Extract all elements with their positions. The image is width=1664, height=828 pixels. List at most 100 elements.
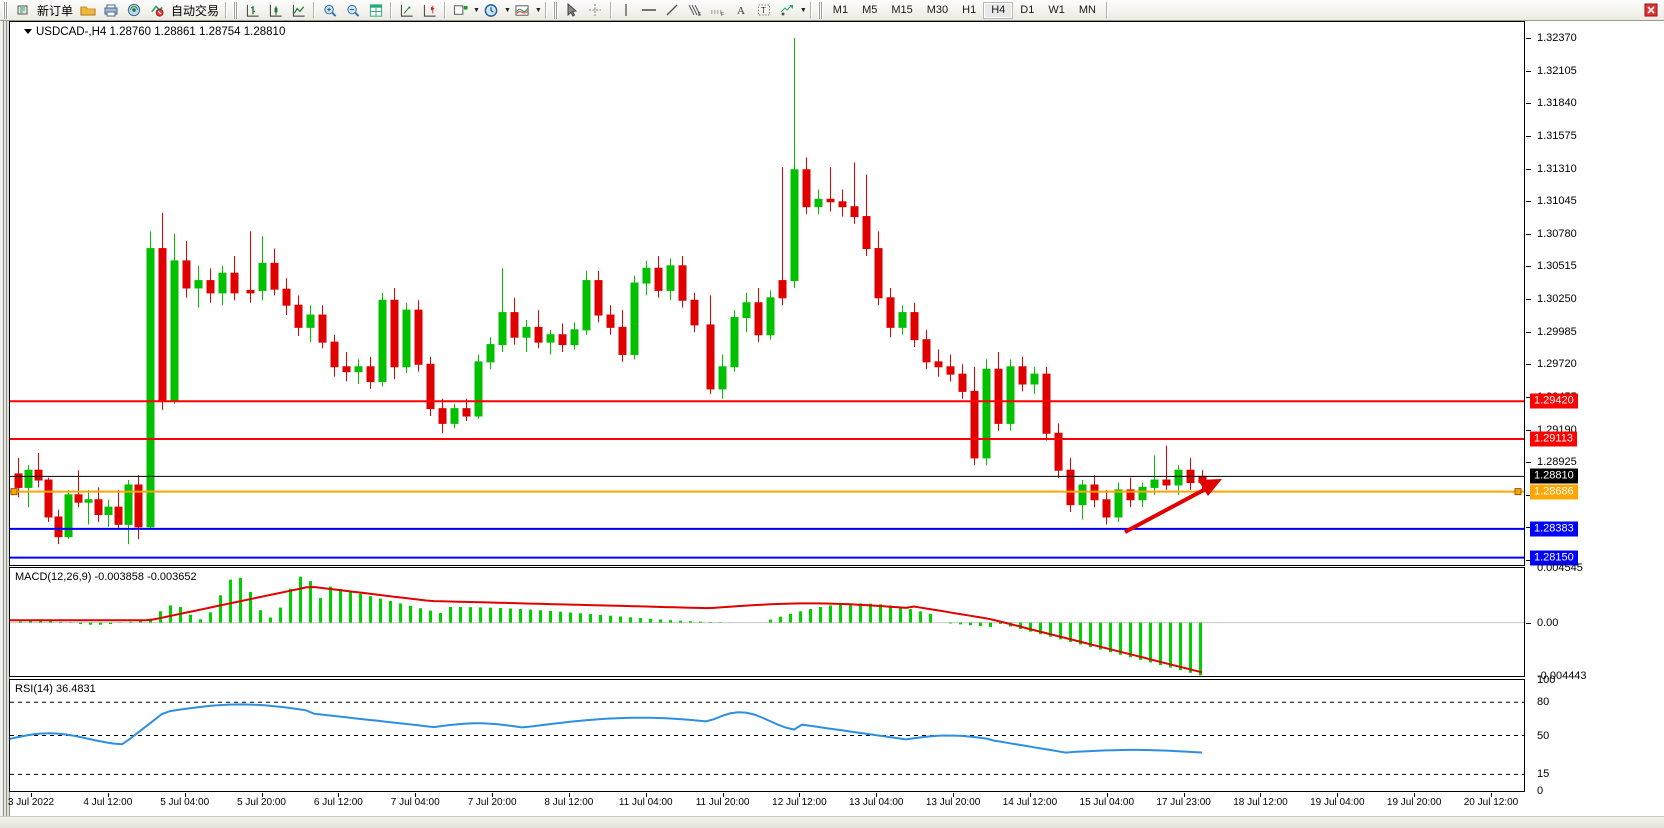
vertical-line-icon[interactable] <box>615 1 638 20</box>
ask-price-line-badge[interactable]: 1.28686 <box>1530 484 1578 500</box>
autotrading-label[interactable]: 自动交易 <box>171 3 220 18</box>
period-dropdown-arrow[interactable]: ▼ <box>503 6 511 14</box>
timeframe-h4[interactable]: H4 <box>983 1 1014 19</box>
price-tick <box>1526 429 1531 431</box>
folder-icon[interactable] <box>76 1 99 20</box>
text-object-icon[interactable]: T <box>753 1 776 20</box>
date-tick-label: 6 Jul 12:00 <box>313 797 363 808</box>
support-line-2-badge[interactable]: 1.28150 <box>1530 550 1578 566</box>
date-tick <box>107 793 109 797</box>
timeframe-d1[interactable]: D1 <box>1020 3 1035 16</box>
price-tick <box>1526 135 1531 137</box>
toolbar-separator-1 <box>225 1 228 19</box>
price-tick-label: 1.31575 <box>1537 129 1577 142</box>
zoom-out-icon[interactable] <box>341 1 364 20</box>
toolbar-grip-2[interactable] <box>233 1 239 19</box>
price-tick <box>1526 396 1531 398</box>
equidistant-channel-icon[interactable]: F <box>707 1 730 20</box>
rsi-tick-label: 0 <box>1537 785 1544 797</box>
toolbar-separator-5 <box>544 1 547 19</box>
date-tick <box>338 793 340 797</box>
new-order-label[interactable]: 新订单 <box>37 3 74 18</box>
date-tick-label: 11 Jul 04:00 <box>618 797 673 808</box>
toolbar-grip[interactable] <box>3 1 8 19</box>
zoom-in-icon[interactable] <box>318 1 341 20</box>
date-tick-label: 5 Jul 20:00 <box>237 797 286 808</box>
trendline-icon[interactable] <box>661 1 684 20</box>
resistance-line-2-badge[interactable]: 1.29113 <box>1530 431 1577 447</box>
price-tick <box>1526 201 1531 203</box>
arrows-dropdown-arrow[interactable]: ▼ <box>799 6 807 14</box>
templates-dropdown-arrow[interactable]: ▼ <box>534 6 542 14</box>
timeframe-m30[interactable]: M30 <box>926 3 949 16</box>
autotrading-icon[interactable] <box>145 1 168 20</box>
resistance-line-1-badge[interactable]: 1.29420 <box>1530 393 1578 409</box>
price-tick-label: 1.31310 <box>1537 162 1577 175</box>
timeframe-m5[interactable]: M5 <box>862 3 878 16</box>
macd-tick-label: -0.004443 <box>1537 670 1587 682</box>
period-clock-icon[interactable] <box>480 1 503 20</box>
date-tick <box>953 793 955 797</box>
date-tick <box>645 793 647 797</box>
date-tick-label: 18 Jul 12:00 <box>1233 797 1288 808</box>
chart-area[interactable]: USDCAD-,H4 1.28760 1.28861 1.28754 1.288… <box>0 21 1664 828</box>
new-order-icon[interactable] <box>11 1 34 20</box>
macd-tick-label: 0.00 <box>1537 616 1559 629</box>
close-window-icon[interactable] <box>1639 1 1662 20</box>
text-label-icon[interactable]: A <box>730 1 753 20</box>
broadcast-icon[interactable] <box>122 1 145 20</box>
date-tick-label: 7 Jul 20:00 <box>467 797 517 808</box>
timeframe-w1[interactable]: W1 <box>1048 3 1065 16</box>
rsi-pane[interactable]: RSI(14) 36.4831 <box>9 679 1525 792</box>
timeframe-mn[interactable]: MN <box>1078 3 1096 16</box>
price-pane[interactable]: USDCAD-,H4 1.28760 1.28861 1.28754 1.288… <box>9 21 1525 566</box>
toolbar-separator-8 <box>1105 1 1108 19</box>
date-tick <box>184 793 186 797</box>
horizontal-line-icon[interactable] <box>638 1 661 20</box>
timeframe-h1[interactable]: H1 <box>962 3 977 16</box>
price-tick <box>1526 299 1531 301</box>
horizontal-scrollbar[interactable] <box>0 816 1664 828</box>
date-axis[interactable]: 3 Jul 2022 4 Jul 12:00 5 Jul 04:00 5 Jul 20… <box>8 793 1525 827</box>
timeframe-m15[interactable]: M15 <box>891 3 913 16</box>
price-tick <box>1526 462 1531 464</box>
toolbar-grip-4[interactable] <box>817 1 823 19</box>
toolbar-grip-3[interactable] <box>552 1 558 19</box>
date-tick-label: 12 Jul 12:00 <box>772 797 827 808</box>
tile-windows-icon[interactable] <box>364 1 387 20</box>
crosshair-icon[interactable] <box>584 1 607 20</box>
fibonacci-icon[interactable]: E <box>684 1 707 20</box>
indicators-dropdown-arrow[interactable]: ▼ <box>473 6 480 14</box>
print-preview-icon[interactable] <box>99 1 122 20</box>
chart-menu-triangle-icon[interactable] <box>24 29 32 35</box>
cursor-icon[interactable] <box>561 1 584 20</box>
date-tick-label: 13 Jul 20:00 <box>925 797 981 808</box>
toolbar-separator-4 <box>444 1 447 19</box>
price-tick <box>1526 233 1531 235</box>
line-chart-icon[interactable] <box>287 1 310 20</box>
toolbar-separator-2 <box>313 1 316 19</box>
bid-price-line-badge[interactable]: 1.28810 <box>1530 468 1578 484</box>
macd-pane[interactable]: MACD(12,26,9) -0.003858 -0.003652 <box>9 567 1525 677</box>
date-tick <box>722 793 724 797</box>
timeframe-bar: M1 M5 M15 M30 H1 H4 D1 W1 MN <box>826 1 1103 19</box>
price-axis[interactable]: 1.32370 1.32105 1.31840 1.31575 1.31310 1.310… <box>1525 21 1664 827</box>
chart-shift-icon[interactable] <box>418 1 441 20</box>
date-tick <box>1337 793 1339 797</box>
candlestick-chart-icon[interactable] <box>264 1 287 20</box>
templates-icon[interactable] <box>511 1 534 20</box>
data-window-icon[interactable] <box>395 1 418 20</box>
macd-label: MACD(12,26,9) -0.003858 -0.003652 <box>15 571 197 583</box>
indicators-add-icon[interactable] <box>449 1 472 20</box>
bar-chart-icon[interactable] <box>241 1 264 20</box>
price-tick <box>1526 266 1531 268</box>
support-line-1-badge[interactable]: 1.28383 <box>1530 521 1578 537</box>
arrows-icon[interactable] <box>776 1 799 20</box>
timeframe-m1[interactable]: M1 <box>832 3 849 16</box>
price-tick <box>1526 494 1531 496</box>
macd-plot <box>10 576 1524 676</box>
price-tick-label: 1.30250 <box>1537 293 1577 306</box>
date-tick-label: 19 Jul 04:00 <box>1310 797 1365 808</box>
price-tick <box>1526 331 1531 333</box>
date-tick-label: 17 Jul 23:00 <box>1156 797 1211 808</box>
